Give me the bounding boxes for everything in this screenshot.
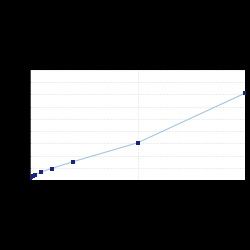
Point (50, 166, 54, 170)
Point (136, 141, 140, 145)
Point (71, 160, 75, 164)
Point (39, 170, 43, 174)
Point (29, 175, 33, 179)
Y-axis label: OD: OD (8, 120, 14, 130)
X-axis label: Human IGFN1
Concentration (ng/ml): Human IGFN1 Concentration (ng/ml) (99, 190, 176, 203)
Point (31, 174, 35, 178)
Point (34, 172, 38, 176)
Point (243, 91, 247, 95)
Point (28, 176, 32, 180)
